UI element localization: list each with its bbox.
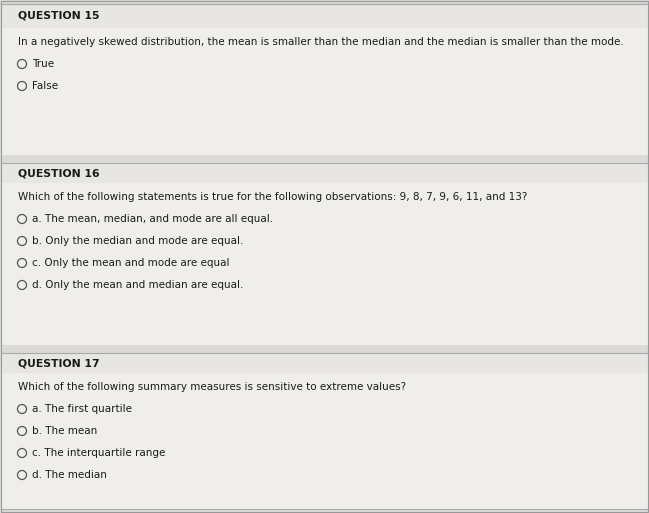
Bar (1, 163, 648, 183)
Text: True: True (32, 59, 54, 69)
Text: c. The interquartile range: c. The interquartile range (32, 448, 165, 458)
Text: Which of the following summary measures is sensitive to extreme values?: Which of the following summary measures … (18, 382, 406, 392)
Bar (1, 353, 648, 373)
Bar (1, 373, 648, 509)
Text: In a negatively skewed distribution, the mean is smaller than the median and the: In a negatively skewed distribution, the… (18, 37, 624, 47)
Text: False: False (32, 81, 58, 91)
Text: b. Only the median and mode are equal.: b. Only the median and mode are equal. (32, 236, 243, 246)
Text: d. Only the mean and median are equal.: d. Only the mean and median are equal. (32, 280, 243, 290)
Text: QUESTION 17: QUESTION 17 (18, 358, 100, 368)
Text: b. The mean: b. The mean (32, 426, 97, 436)
Bar (1, 4, 648, 28)
Text: Which of the following statements is true for the following observations: 9, 8, : Which of the following statements is tru… (18, 192, 528, 202)
Text: a. The mean, median, and mode are all equal.: a. The mean, median, and mode are all eq… (32, 214, 273, 224)
Text: c. Only the mean and mode are equal: c. Only the mean and mode are equal (32, 258, 230, 268)
Text: d. The median: d. The median (32, 470, 107, 480)
Bar (1, 28, 648, 155)
Bar (1, 183, 648, 345)
Text: QUESTION 16: QUESTION 16 (18, 168, 100, 178)
Text: a. The first quartile: a. The first quartile (32, 404, 132, 414)
Text: QUESTION 15: QUESTION 15 (18, 11, 99, 21)
